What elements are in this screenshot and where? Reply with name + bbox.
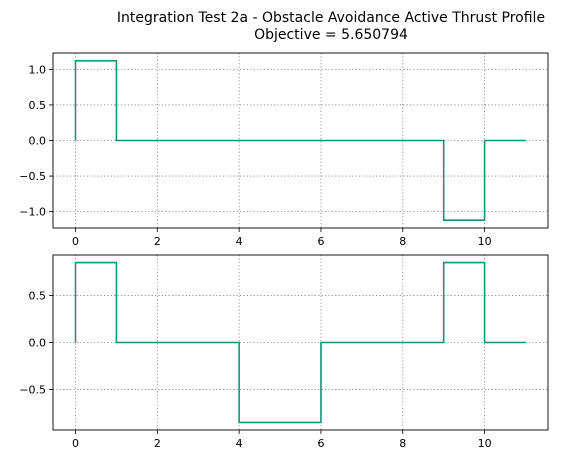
bottom-x-tick-label: 4 [236, 437, 243, 450]
top-x-tick-label: 8 [399, 235, 406, 248]
top-thrust-series-line [74, 60, 526, 221]
bottom-y-tick-label: 0.5 [29, 289, 47, 302]
top-y-tick-label: 0.5 [29, 99, 47, 112]
bottom-x-tick-label: 10 [478, 437, 492, 450]
chart-title-line-2: Objective = 5.650794 [254, 27, 408, 43]
top-x-tick-label: 2 [154, 235, 161, 248]
bottom-x-tick-label: 2 [154, 437, 161, 450]
bottom-y-tick-label: −0.5 [19, 384, 46, 397]
top-x-tick-label: 10 [478, 235, 492, 248]
top-y-tick-label: 0.0 [29, 135, 47, 148]
top-x-tick-label: 6 [317, 235, 324, 248]
bottom-subplot: 0 2 4 6 8 10 −0.5 0.0 0.5 [19, 254, 549, 450]
bottom-y-tick-label: 0.0 [29, 337, 47, 350]
top-y-tick-label: −1.0 [19, 206, 46, 219]
bottom-x-tick-label: 8 [399, 437, 406, 450]
chart-title-line-1: Integration Test 2a - Obstacle Avoidance… [117, 10, 545, 26]
top-x-tick-label: 4 [236, 235, 243, 248]
bottom-thrust-series-line [74, 261, 526, 424]
top-x-tick-label: 0 [72, 235, 79, 248]
bottom-x-tick-label: 0 [72, 437, 79, 450]
top-y-tick-label: −0.5 [19, 170, 46, 183]
top-y-tick-label: 1.0 [29, 63, 47, 76]
top-subplot: 0 2 4 6 8 10 −1.0 −0.5 0.0 0.5 1.0 [19, 52, 549, 248]
bottom-x-tick-label: 6 [317, 437, 324, 450]
